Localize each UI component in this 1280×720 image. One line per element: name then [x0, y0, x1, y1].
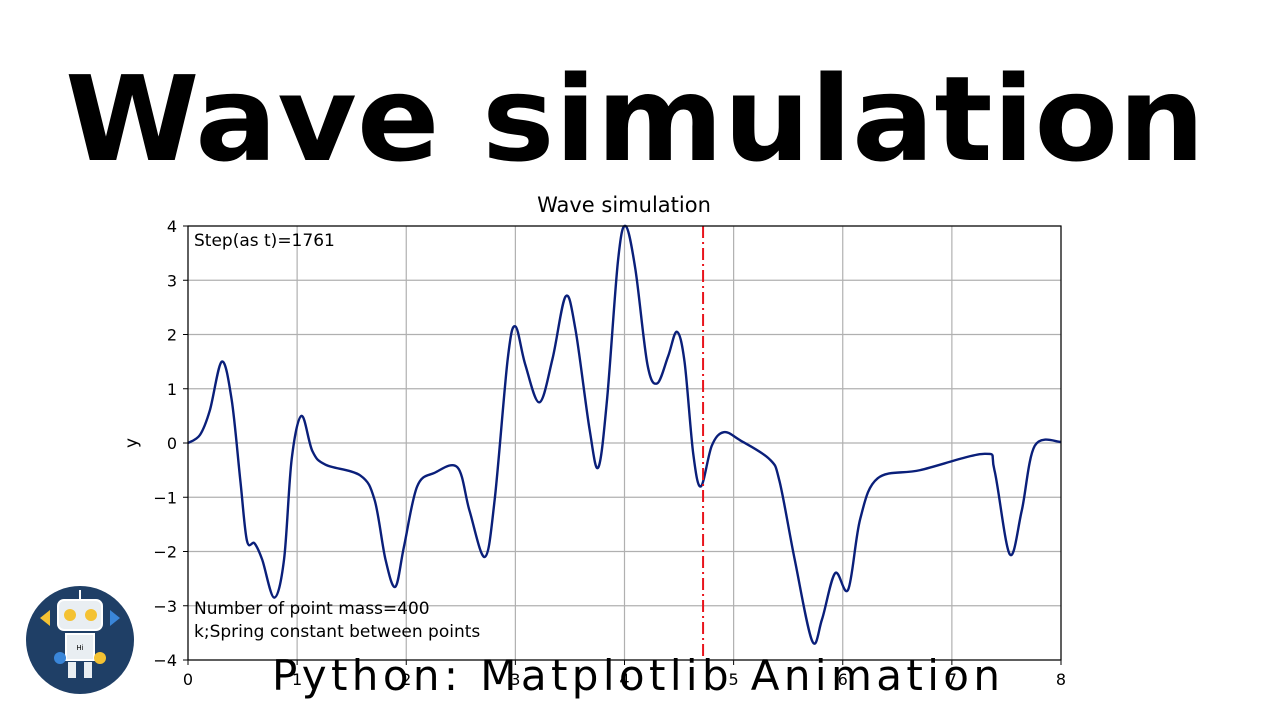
plot-frame: [187, 225, 1062, 661]
x-tick-label: 3: [510, 670, 520, 689]
y-tick-label: 0: [167, 434, 177, 453]
icon-text: Hi: [76, 644, 83, 652]
x-tick-label: 1: [292, 670, 302, 689]
y-tick-label: −4: [153, 651, 177, 670]
y-tick-label: −1: [153, 488, 177, 507]
annotation: Step(as t)=1761: [194, 231, 335, 251]
y-tick-label: 2: [167, 326, 177, 345]
main-title: Wave simulation: [65, 50, 1205, 188]
annotation: k;Spring constant between points: [194, 622, 480, 642]
x-tick-label: 8: [1056, 670, 1066, 689]
y-tick-label: −2: [153, 543, 177, 562]
x-tick-label: 7: [947, 670, 957, 689]
x-tick-label: 2: [401, 670, 411, 689]
y-tick-label: 3: [167, 271, 177, 290]
annotation: Number of point mass=400: [194, 599, 430, 619]
x-tick-label: 5: [729, 670, 739, 689]
footer-caption: Python: Matplotlib Animation: [272, 651, 1000, 700]
x-tick-label: 0: [183, 670, 193, 689]
wave-line: [187, 224, 1062, 645]
x-tick-label: 4: [619, 670, 629, 689]
plot-area: 0 1 2 3 4 5 6 7 8 −4 −3 −2 −1 0 1 2 3 4 Step(as t)=1761 Num…: [153, 217, 1066, 689]
y-axis-label: y: [122, 438, 142, 448]
y-tick-label: 4: [167, 217, 177, 236]
x-tick-label: 6: [838, 670, 848, 689]
y-tick-label: 1: [167, 380, 177, 399]
robot-icon: Hi: [26, 586, 134, 694]
y-tick-label: −3: [153, 597, 177, 616]
chart-title: Wave simulation: [537, 193, 711, 217]
